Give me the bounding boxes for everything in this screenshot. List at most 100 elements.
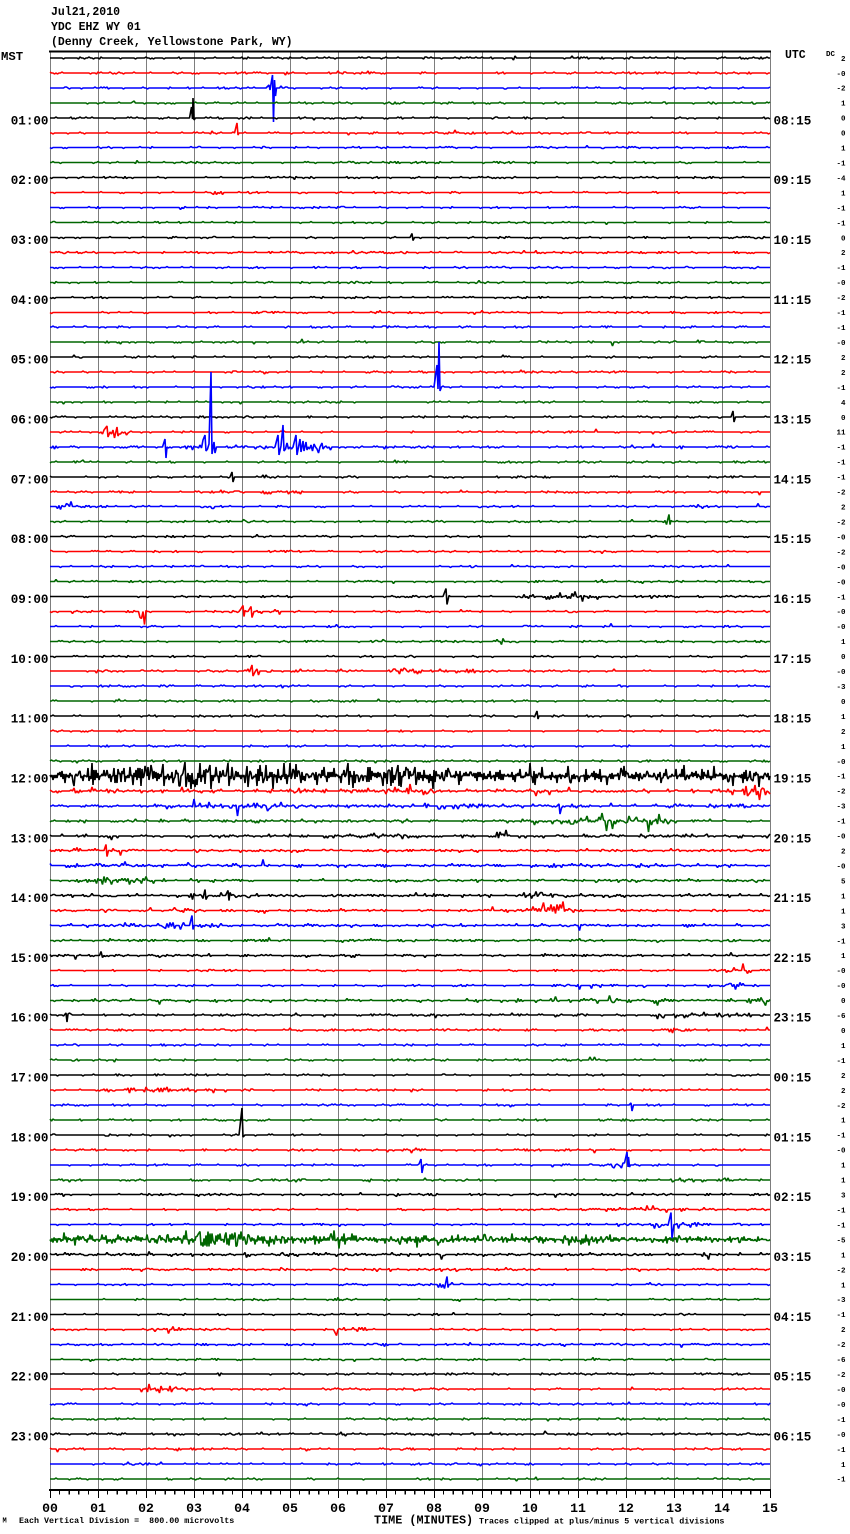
svg-text:16:00: 16:00 [11,1012,49,1026]
svg-text:0: 0 [841,699,846,707]
svg-text:-2: -2 [836,1267,846,1275]
svg-text:0: 0 [841,998,846,1006]
svg-text:-6: -6 [836,1013,846,1021]
svg-text:2: 2 [841,355,846,363]
svg-text:13:15: 13:15 [774,414,812,428]
svg-text:09:00: 09:00 [11,593,49,607]
svg-text:1: 1 [841,893,846,901]
svg-text:-1: -1 [836,1477,846,1485]
svg-text:3: 3 [841,1193,846,1201]
svg-text:-1: -1 [836,385,846,393]
svg-text:-1: -1 [836,205,846,213]
svg-text:20:15: 20:15 [774,832,812,846]
svg-text:-0: -0 [836,534,846,542]
svg-text:-4: -4 [836,176,846,184]
svg-text:05:00: 05:00 [11,354,49,368]
svg-text:00:15: 00:15 [774,1072,812,1086]
svg-text:-6: -6 [836,1357,846,1365]
svg-text:-0: -0 [836,1148,846,1156]
svg-text:-0: -0 [836,1387,846,1395]
svg-text:-1: -1 [836,1208,846,1216]
svg-text:-0: -0 [836,834,846,842]
svg-text:2: 2 [841,1073,846,1081]
svg-text:(Denny Creek, Yellowstone Park: (Denny Creek, Yellowstone Park, WY) [51,36,293,49]
svg-text:10: 10 [522,1501,538,1516]
svg-text:-0: -0 [836,280,846,288]
svg-text:-5: -5 [836,1237,846,1245]
svg-text:1: 1 [841,1462,846,1470]
svg-text:08: 08 [426,1501,442,1516]
svg-text:13: 13 [666,1501,682,1516]
svg-text:0: 0 [841,116,846,124]
svg-text:2: 2 [841,849,846,857]
svg-text:06:15: 06:15 [774,1431,812,1445]
svg-text:1: 1 [841,1282,846,1290]
svg-text:-2: -2 [836,1372,846,1380]
svg-text:YDC EHZ WY 01: YDC EHZ WY 01 [51,21,141,34]
svg-text:1: 1 [841,1043,846,1051]
svg-text:1: 1 [841,714,846,722]
svg-text:-1: -1 [836,1312,846,1320]
svg-text:-0: -0 [836,579,846,587]
svg-text:13:00: 13:00 [11,832,49,846]
svg-text:-1: -1 [836,774,846,782]
svg-text:1: 1 [841,1178,846,1186]
svg-text:10:00: 10:00 [11,653,49,667]
svg-text:-0: -0 [836,564,846,572]
svg-text:16:15: 16:15 [774,593,812,607]
svg-text:-0: -0 [836,983,846,991]
svg-text:-2: -2 [836,1342,846,1350]
svg-text:-3: -3 [836,804,846,812]
svg-text:-2: -2 [836,86,846,94]
svg-text:15:00: 15:00 [11,952,49,966]
svg-text:11: 11 [836,430,846,438]
svg-text:-1: -1 [836,475,846,483]
svg-text:22:00: 22:00 [11,1371,49,1385]
svg-text:-2: -2 [836,295,846,303]
svg-text:Jul21,2010: Jul21,2010 [51,6,120,19]
svg-text:-2: -2 [836,520,846,528]
svg-text:23:00: 23:00 [11,1431,49,1445]
svg-text:-0: -0 [836,968,846,976]
svg-text:-0: -0 [836,71,846,79]
svg-text:0: 0 [841,131,846,139]
svg-text:1: 1 [841,1118,846,1126]
svg-text:-1: -1 [836,938,846,946]
svg-text:21:15: 21:15 [774,892,812,906]
svg-text:00: 00 [42,1501,58,1516]
svg-text:01: 01 [90,1501,106,1516]
svg-text:2: 2 [841,729,846,737]
svg-text:DC: DC [826,51,836,59]
svg-text:02:00: 02:00 [11,174,49,188]
svg-text:14:15: 14:15 [774,473,812,487]
svg-text:-0: -0 [836,864,846,872]
svg-text:04:15: 04:15 [774,1311,812,1325]
svg-text:3: 3 [841,923,846,931]
svg-text:-0: -0 [836,759,846,767]
svg-text:-0: -0 [836,1402,846,1410]
svg-text:MST: MST [1,50,24,64]
svg-text:11: 11 [570,1501,586,1516]
svg-text:15:15: 15:15 [774,533,812,547]
svg-text:-2: -2 [836,1103,846,1111]
svg-text:04:00: 04:00 [11,294,49,308]
svg-text:12:15: 12:15 [774,354,812,368]
svg-text:Traces clipped at plus/minus 5: Traces clipped at plus/minus 5 vertical … [479,1517,724,1527]
svg-text:-0: -0 [836,669,846,677]
svg-text:01:15: 01:15 [774,1131,812,1145]
svg-text:-1: -1 [836,1222,846,1230]
svg-text:19:00: 19:00 [11,1191,49,1205]
svg-text:04: 04 [234,1501,250,1516]
svg-text:2: 2 [841,250,846,258]
svg-text:0: 0 [841,654,846,662]
svg-text:-0: -0 [836,624,846,632]
svg-text:02:15: 02:15 [774,1191,812,1205]
svg-text:03:15: 03:15 [774,1251,812,1265]
svg-text:-2: -2 [836,490,846,498]
svg-text:05: 05 [282,1501,298,1516]
svg-text:TIME (MINUTES): TIME (MINUTES) [374,1513,473,1527]
svg-text:-1: -1 [836,1133,846,1141]
svg-text:1: 1 [841,639,846,647]
svg-text:21:00: 21:00 [11,1311,49,1325]
svg-text:17:00: 17:00 [11,1072,49,1086]
